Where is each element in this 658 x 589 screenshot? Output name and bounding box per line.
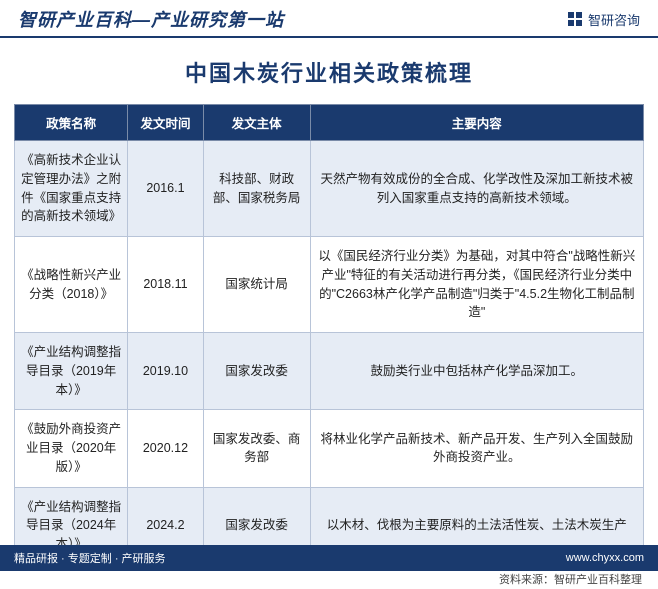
cell-body: 国家发改委、商务部 [203, 410, 310, 487]
header-brand: 智研咨询 [567, 10, 640, 29]
cell-content: 以《国民经济行业分类》为基础，对其中符合"战略性新兴产业"特征的有关活动进行再分… [310, 237, 643, 333]
cell-name: 《产业结构调整指导目录（2019年本）》 [15, 333, 128, 410]
cell-name: 《战略性新兴产业分类（2018）》 [15, 237, 128, 333]
brand-label: 智研咨询 [588, 10, 640, 29]
cell-body: 国家发改委 [203, 333, 310, 410]
table-row: 《鼓励外商投资产业目录（2020年版）》 2020.12 国家发改委、商务部 将… [15, 410, 644, 487]
cell-date: 2018.11 [128, 237, 203, 333]
page-footer: 精品研报 · 专题定制 · 产研服务 www.chyxx.com [0, 545, 658, 571]
cell-content: 鼓励类行业中包括林产化学品深加工。 [310, 333, 643, 410]
document-title: 中国木炭行业相关政策梳理 [0, 56, 658, 88]
cell-name: 《高新技术企业认定管理办法》之附件《国家重点支持的高新技术领域》 [15, 141, 128, 237]
cell-body: 科技部、财政部、国家税务局 [203, 141, 310, 237]
footer-url: www.chyxx.com [566, 552, 644, 564]
cell-date: 2020.12 [128, 410, 203, 487]
page-header: 智研产业百科—产业研究第一站 智研咨询 [0, 0, 658, 38]
cell-date: 2019.10 [128, 333, 203, 410]
table-header-row: 政策名称 发文时间 发文主体 主要内容 [15, 105, 644, 141]
footer-services: 精品研报 · 专题定制 · 产研服务 [14, 550, 166, 566]
cell-body: 国家统计局 [203, 237, 310, 333]
cell-content: 天然产物有效成份的全合成、化学改性及深加工新技术被列入国家重点支持的高新技术领域… [310, 141, 643, 237]
col-header-content: 主要内容 [310, 105, 643, 141]
brand-logo-icon [567, 11, 583, 27]
col-header-date: 发文时间 [128, 105, 203, 141]
cell-content: 将林业化学产品新技术、新产品开发、生产列入全国鼓励外商投资产业。 [310, 410, 643, 487]
table-row: 《高新技术企业认定管理办法》之附件《国家重点支持的高新技术领域》 2016.1 … [15, 141, 644, 237]
policy-table: 政策名称 发文时间 发文主体 主要内容 《高新技术企业认定管理办法》之附件《国家… [14, 104, 644, 565]
col-header-name: 政策名称 [15, 105, 128, 141]
cell-name: 《鼓励外商投资产业目录（2020年版）》 [15, 410, 128, 487]
policy-table-container: 政策名称 发文时间 发文主体 主要内容 《高新技术企业认定管理办法》之附件《国家… [0, 104, 658, 565]
table-row: 《产业结构调整指导目录（2019年本）》 2019.10 国家发改委 鼓励类行业… [15, 333, 644, 410]
cell-date: 2016.1 [128, 141, 203, 237]
col-header-body: 发文主体 [203, 105, 310, 141]
table-row: 《战略性新兴产业分类（2018）》 2018.11 国家统计局 以《国民经济行业… [15, 237, 644, 333]
header-title: 智研产业百科—产业研究第一站 [18, 6, 284, 32]
